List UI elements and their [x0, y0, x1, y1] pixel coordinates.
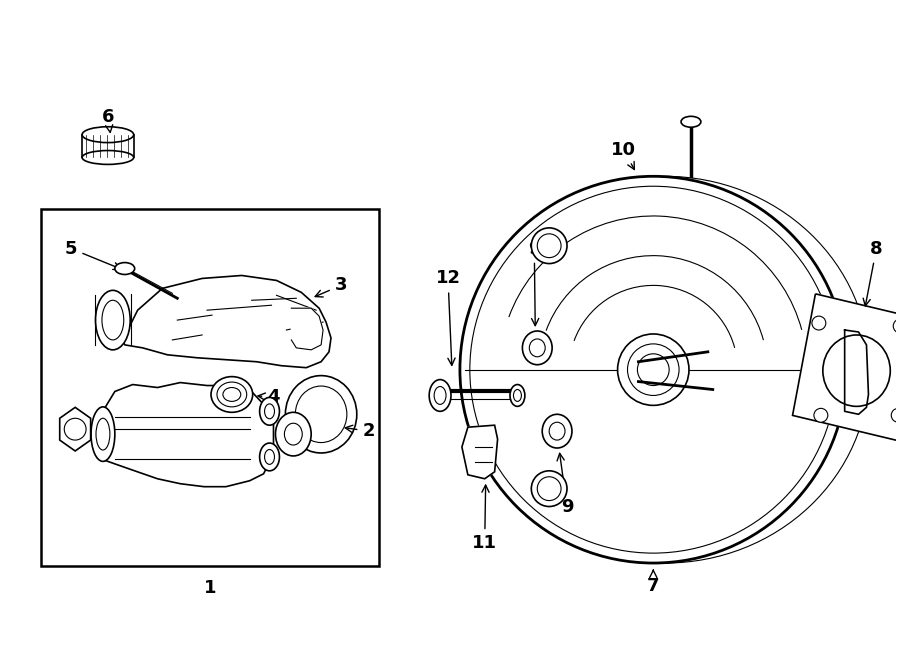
- Ellipse shape: [460, 176, 847, 563]
- Polygon shape: [101, 383, 274, 487]
- Text: 12: 12: [436, 269, 461, 365]
- Ellipse shape: [549, 422, 565, 440]
- Circle shape: [893, 319, 900, 333]
- Polygon shape: [292, 308, 323, 350]
- Ellipse shape: [91, 407, 115, 461]
- Text: 8: 8: [863, 240, 883, 306]
- Polygon shape: [59, 407, 91, 451]
- Ellipse shape: [82, 150, 134, 164]
- Polygon shape: [462, 425, 498, 479]
- Text: 3: 3: [315, 277, 347, 297]
- Ellipse shape: [429, 379, 451, 411]
- Text: 1: 1: [203, 579, 216, 597]
- Ellipse shape: [211, 377, 253, 412]
- Polygon shape: [845, 330, 868, 414]
- Ellipse shape: [522, 331, 552, 365]
- Ellipse shape: [275, 412, 311, 456]
- Text: 11: 11: [472, 485, 497, 552]
- Circle shape: [891, 408, 900, 422]
- Ellipse shape: [259, 397, 279, 425]
- Ellipse shape: [285, 375, 356, 453]
- Ellipse shape: [102, 301, 124, 340]
- Ellipse shape: [617, 334, 689, 405]
- Ellipse shape: [82, 126, 134, 142]
- Ellipse shape: [115, 263, 135, 275]
- Ellipse shape: [461, 176, 869, 563]
- Text: 9: 9: [557, 453, 573, 516]
- Ellipse shape: [531, 471, 567, 506]
- Ellipse shape: [681, 117, 701, 127]
- Polygon shape: [122, 275, 331, 367]
- Text: 7: 7: [647, 570, 660, 595]
- Ellipse shape: [295, 386, 346, 443]
- Text: 5: 5: [65, 240, 121, 269]
- Ellipse shape: [531, 228, 567, 263]
- Ellipse shape: [542, 414, 572, 448]
- Circle shape: [812, 316, 826, 330]
- Ellipse shape: [510, 385, 525, 406]
- Text: 2: 2: [346, 422, 375, 440]
- Ellipse shape: [95, 291, 130, 350]
- Ellipse shape: [529, 339, 545, 357]
- Bar: [41, 209, 379, 566]
- Text: 4: 4: [258, 389, 280, 406]
- Ellipse shape: [259, 443, 279, 471]
- Text: 10: 10: [611, 140, 636, 169]
- Polygon shape: [793, 294, 900, 442]
- Text: 9: 9: [528, 240, 541, 326]
- Text: 6: 6: [102, 108, 114, 132]
- Circle shape: [814, 408, 828, 422]
